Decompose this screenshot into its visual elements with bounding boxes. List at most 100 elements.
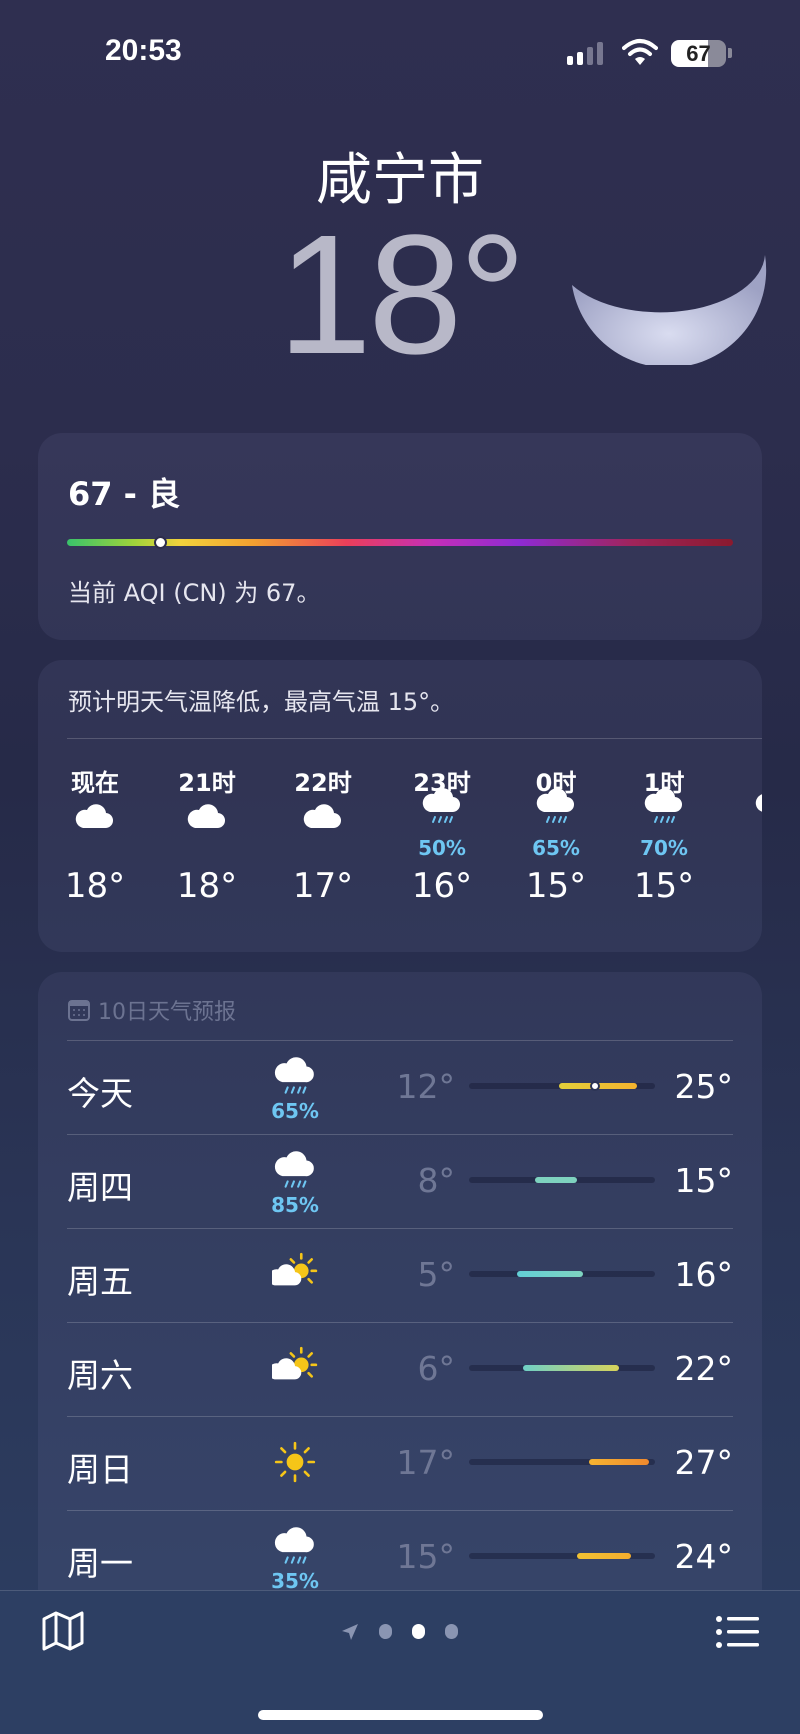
precip-chance: 35%	[271, 1569, 319, 1593]
cellular-signal-icon	[567, 42, 603, 65]
temp-range-track	[469, 1081, 655, 1091]
partly-cloudy-icon	[268, 1251, 318, 1297]
forecast-row[interactable]: 今天 65% 12° 25°	[67, 1041, 733, 1135]
precip-chance: 50%	[418, 836, 466, 860]
forecast-row[interactable]: 周四 85% 8° 15°	[67, 1135, 733, 1229]
hour-item[interactable]: 271	[720, 738, 762, 948]
high-temp: 24°	[674, 1537, 734, 1576]
hourly-summary: 预计明天气温降低，最高气温 15°。	[68, 688, 455, 716]
hour-temp: 16°	[411, 866, 473, 906]
page-dot[interactable]	[445, 1624, 458, 1639]
precip-chance: 65%	[271, 1099, 319, 1123]
aqi-indicator	[154, 536, 168, 549]
low-temp: 5°	[417, 1255, 456, 1294]
hour-label: 22时	[294, 769, 352, 797]
map-icon[interactable]	[41, 1611, 85, 1651]
cloud-rain-icon	[642, 786, 686, 830]
wifi-icon	[622, 39, 658, 65]
temp-range-track	[469, 1177, 655, 1183]
hour-temp: 18°	[64, 866, 126, 906]
hour-label: 21时	[178, 769, 236, 797]
hour-temp: 15°	[525, 866, 587, 906]
bottom-toolbar	[0, 1590, 800, 1734]
temp-range-bar	[577, 1553, 631, 1559]
high-temp: 15°	[674, 1161, 734, 1200]
hour-label: 现在	[71, 769, 119, 797]
divider	[67, 738, 762, 739]
moon-icon	[572, 255, 767, 365]
hour-item[interactable]: 22时 17°	[268, 738, 378, 948]
home-indicator[interactable]	[258, 1710, 543, 1720]
hour-item[interactable]: 21时 18°	[152, 738, 262, 948]
divider	[67, 1228, 733, 1229]
forecast-row[interactable]: 周六 6° 22°	[67, 1323, 733, 1417]
aqi-card[interactable]: 67 - 良 当前 AQI (CN) 为 67。	[38, 433, 762, 640]
forecast-title: 10日天气预报	[98, 1000, 236, 1025]
forecast-row[interactable]: 周日 17° 27°	[67, 1417, 733, 1511]
forecast-row[interactable]: 周五 5° 16°	[67, 1229, 733, 1323]
low-temp: 17°	[396, 1443, 456, 1482]
temp-range-track	[469, 1365, 655, 1371]
cloud-rain-icon	[420, 786, 464, 830]
list-icon[interactable]	[716, 1615, 760, 1649]
forecast-day: 周四	[67, 1168, 133, 1207]
precip-chance: 85%	[271, 1193, 319, 1217]
temp-range-bar	[517, 1271, 583, 1277]
aqi-scale-bar	[67, 536, 733, 549]
forecast-day: 今天	[67, 1074, 133, 1113]
hourly-forecast-card[interactable]: 预计明天气温降低，最高气温 15°。 现在 18° 21时 18° 22时 17° 23时 5…	[38, 660, 762, 952]
hour-temp: 1	[720, 866, 762, 906]
temp-range-bar	[535, 1177, 577, 1183]
aqi-description: 当前 AQI (CN) 为 67。	[68, 579, 321, 607]
cloud-rain-icon	[272, 1525, 318, 1571]
cloud-icon	[73, 794, 117, 838]
sun-icon	[272, 1439, 318, 1485]
aqi-title: 67 - 良	[68, 475, 181, 513]
cloud-rain-icon	[534, 786, 578, 830]
forecast-day: 周五	[67, 1262, 133, 1301]
cloud-icon	[185, 794, 229, 838]
temp-range-bar	[589, 1459, 649, 1465]
temp-range-track	[469, 1271, 655, 1277]
precip-chance: 65%	[532, 836, 580, 860]
forecast-day: 周日	[67, 1450, 133, 1489]
temp-range-bar	[523, 1365, 619, 1371]
cloud-icon	[301, 794, 345, 838]
hour-temp: 17°	[292, 866, 354, 906]
divider	[67, 1134, 733, 1135]
temp-range-track	[469, 1553, 655, 1559]
high-temp: 16°	[674, 1255, 734, 1294]
low-temp: 15°	[396, 1537, 456, 1576]
forecast-header: 10日天气预报	[68, 994, 236, 1026]
ten-day-forecast-card[interactable]: 10日天气预报 今天 65% 12° 25° 周四 85% 8° 15° 周五 5° 16° 周六 6°…	[38, 972, 762, 1612]
hour-temp: 18°	[176, 866, 238, 906]
page-dot[interactable]	[379, 1624, 392, 1639]
high-temp: 25°	[674, 1067, 734, 1106]
cloud-rain-icon	[753, 786, 762, 830]
location-arrow-icon[interactable]	[340, 1622, 360, 1642]
divider	[67, 1322, 733, 1323]
battery-icon: 67	[671, 40, 726, 67]
forecast-day: 周一	[67, 1544, 133, 1583]
precip-chance: 7	[720, 836, 762, 860]
current-temp-marker	[590, 1081, 600, 1091]
calendar-icon	[68, 1000, 90, 1021]
hour-item[interactable]: 现在 18°	[40, 738, 150, 948]
forecast-row[interactable]: 周一 35% 15° 24°	[67, 1511, 733, 1605]
low-temp: 6°	[417, 1349, 456, 1388]
city-name: 咸宁市	[316, 148, 484, 213]
precip-chance: 70%	[640, 836, 688, 860]
temp-range-track	[469, 1459, 655, 1465]
battery-tip	[728, 48, 732, 58]
hour-item[interactable]: 1时 70% 15°	[609, 738, 719, 948]
status-time: 20:53	[105, 34, 182, 67]
hour-item[interactable]: 0时 65% 15°	[501, 738, 611, 948]
hour-item[interactable]: 23时 50% 16°	[387, 738, 497, 948]
page-dot[interactable]	[412, 1624, 425, 1639]
high-temp: 27°	[674, 1443, 734, 1482]
high-temp: 22°	[674, 1349, 734, 1388]
divider	[67, 1040, 733, 1041]
cloud-rain-icon	[272, 1055, 318, 1101]
forecast-day: 周六	[67, 1356, 133, 1395]
divider	[67, 1416, 733, 1417]
